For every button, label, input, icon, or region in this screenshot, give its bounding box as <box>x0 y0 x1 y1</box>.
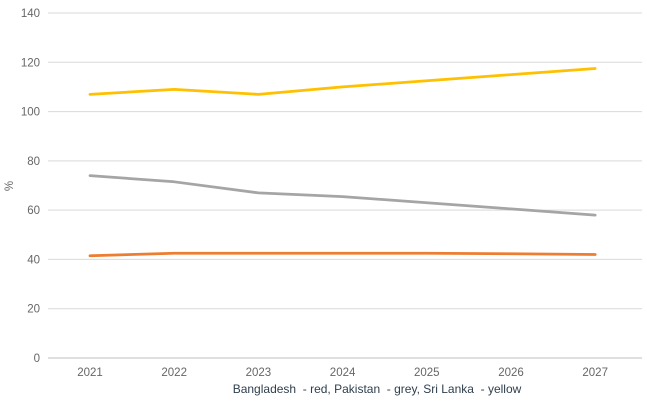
y-tick-label: 60 <box>27 205 40 217</box>
y-tick-label: 0 <box>34 353 40 365</box>
x-tick-label: 2024 <box>330 367 356 379</box>
x-tick-label: 2023 <box>246 367 272 379</box>
x-tick-label: 2026 <box>498 367 524 379</box>
x-tick-label: 2025 <box>414 367 440 379</box>
y-tick-label: 140 <box>21 8 40 20</box>
y-axis-title: % <box>4 180 16 192</box>
x-tick-label: 2027 <box>582 367 608 379</box>
y-tick-label: 80 <box>27 156 40 168</box>
y-tick-label: 120 <box>21 57 40 69</box>
y-tick-label: 100 <box>21 107 40 119</box>
y-tick-label: 20 <box>27 304 40 316</box>
x-tick-label: 2022 <box>161 367 187 379</box>
x-tick-label: 2021 <box>77 367 103 379</box>
series-line-pakistan <box>88 174 597 217</box>
chart-caption: Bangladesh - red, Pakistan - grey, Sri L… <box>232 382 522 396</box>
series-line-bangladesh <box>88 251 597 258</box>
series-line-sri-lanka <box>88 67 597 96</box>
y-tick-label: 40 <box>27 254 40 266</box>
